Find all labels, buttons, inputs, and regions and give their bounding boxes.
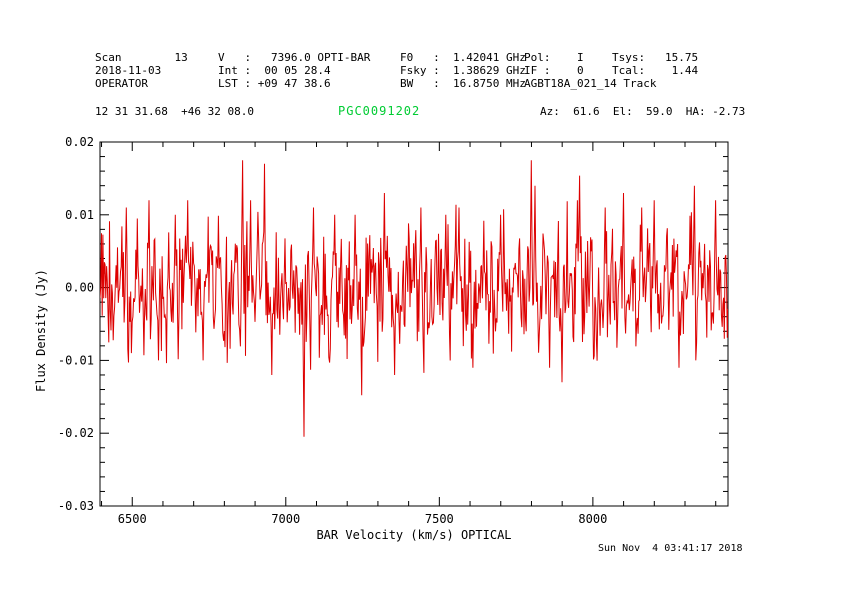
observer-field: OPERATOR (95, 77, 148, 90)
x-tick-label: 7500 (425, 512, 454, 526)
y-tick-label: 0.01 (65, 208, 94, 222)
axis-ticks (100, 141, 728, 507)
source-name: PGC0091202 (338, 104, 421, 118)
scan-field: Scan 13 (95, 51, 188, 64)
x-tick-label: 6500 (118, 512, 147, 526)
x-tick-label: 8000 (578, 512, 607, 526)
integration-field: Int : 00 05 28.4 (218, 64, 331, 77)
spectrum-trace (100, 160, 728, 437)
tcal-field: Tcal: 1.44 (612, 64, 699, 77)
tick-labels: 6500 7000 7500 8000 0.02 0.01 0.00 -0.01 -0.02 -0… (58, 135, 607, 526)
if-field: IF : 0 (524, 64, 584, 77)
bandwidth-field: BW : 16.8750 MHz (400, 77, 526, 90)
x-tick-label: 7000 (271, 512, 300, 526)
plot-timestamp: Sun Nov 4 03:41:17 2018 (598, 543, 743, 554)
y-tick-label: -0.03 (58, 499, 94, 513)
date-field: 2018-11-03 (95, 64, 162, 77)
tsys-field: Tsys: 15.75 (612, 51, 699, 64)
lst-field: LST : +09 47 38.6 (218, 77, 331, 90)
x-axis-label: BAR Velocity (km/s) OPTICAL (316, 528, 512, 542)
axis-box (99, 141, 729, 507)
telescope-pointing: Az: 61.6 El: 59.0 HA: -2.73 (540, 105, 746, 118)
y-tick-label: 0.00 (65, 281, 94, 295)
source-coordinates: 12 31 31.68 +46 32 08.0 (95, 105, 254, 118)
y-tick-label: 0.02 (65, 135, 94, 149)
project-field: AGBT18A_021_14 Track (524, 77, 657, 90)
y-tick-label: -0.01 (58, 353, 94, 367)
y-axis-label: Flux Density (Jy) (34, 269, 48, 392)
y-tick-label: -0.02 (58, 426, 94, 440)
velocity-field: V : 7396.0 OPTI-BAR (218, 51, 371, 64)
rest-freq-field: F0 : 1.42041 GHz (400, 51, 526, 64)
sky-freq-field: Fsky : 1.38629 GHz (400, 64, 526, 77)
pol-field: Pol: I (524, 51, 584, 64)
